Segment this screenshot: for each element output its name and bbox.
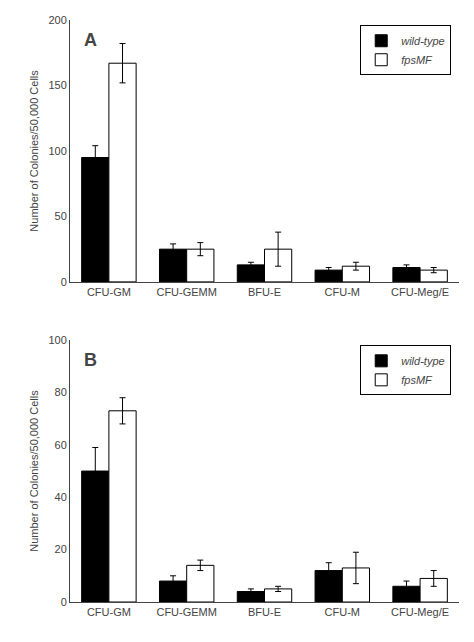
svg-text:CFU-GEMM: CFU-GEMM [156,606,217,618]
svg-text:20: 20 [55,543,67,555]
svg-text:60: 60 [55,439,67,451]
svg-text:fpsMF: fpsMF [401,374,433,386]
svg-text:Number of Colonies/50,000 Cell: Number of Colonies/50,000 Cells [28,390,40,552]
svg-text:BFU-E: BFU-E [248,286,281,298]
svg-text:CFU-GEMM: CFU-GEMM [156,286,217,298]
svg-text:0: 0 [61,596,67,608]
svg-text:B: B [84,350,97,370]
svg-text:CFU-M: CFU-M [325,286,360,298]
svg-text:Number of Colonies/50,000 Cell: Number of Colonies/50,000 Cells [28,70,40,232]
svg-text:200: 200 [48,14,66,26]
svg-text:CFU-M: CFU-M [325,606,360,618]
svg-text:50: 50 [55,210,67,222]
svg-text:80: 80 [55,386,67,398]
svg-text:fpsMF: fpsMF [401,54,433,66]
svg-text:100: 100 [48,334,66,346]
svg-text:wild-type: wild-type [401,35,444,47]
svg-text:40: 40 [55,491,67,503]
svg-text:CFU-GM: CFU-GM [87,606,131,618]
svg-text:wild-type: wild-type [401,355,444,367]
svg-text:0: 0 [61,276,67,288]
svg-text:CFU-Meg/E: CFU-Meg/E [391,286,449,298]
svg-text:100: 100 [48,145,66,157]
svg-text:BFU-E: BFU-E [248,606,281,618]
svg-text:CFU-Meg/E: CFU-Meg/E [391,606,449,618]
svg-text:CFU-GM: CFU-GM [87,286,131,298]
svg-text:150: 150 [48,79,66,91]
svg-text:A: A [84,30,97,50]
